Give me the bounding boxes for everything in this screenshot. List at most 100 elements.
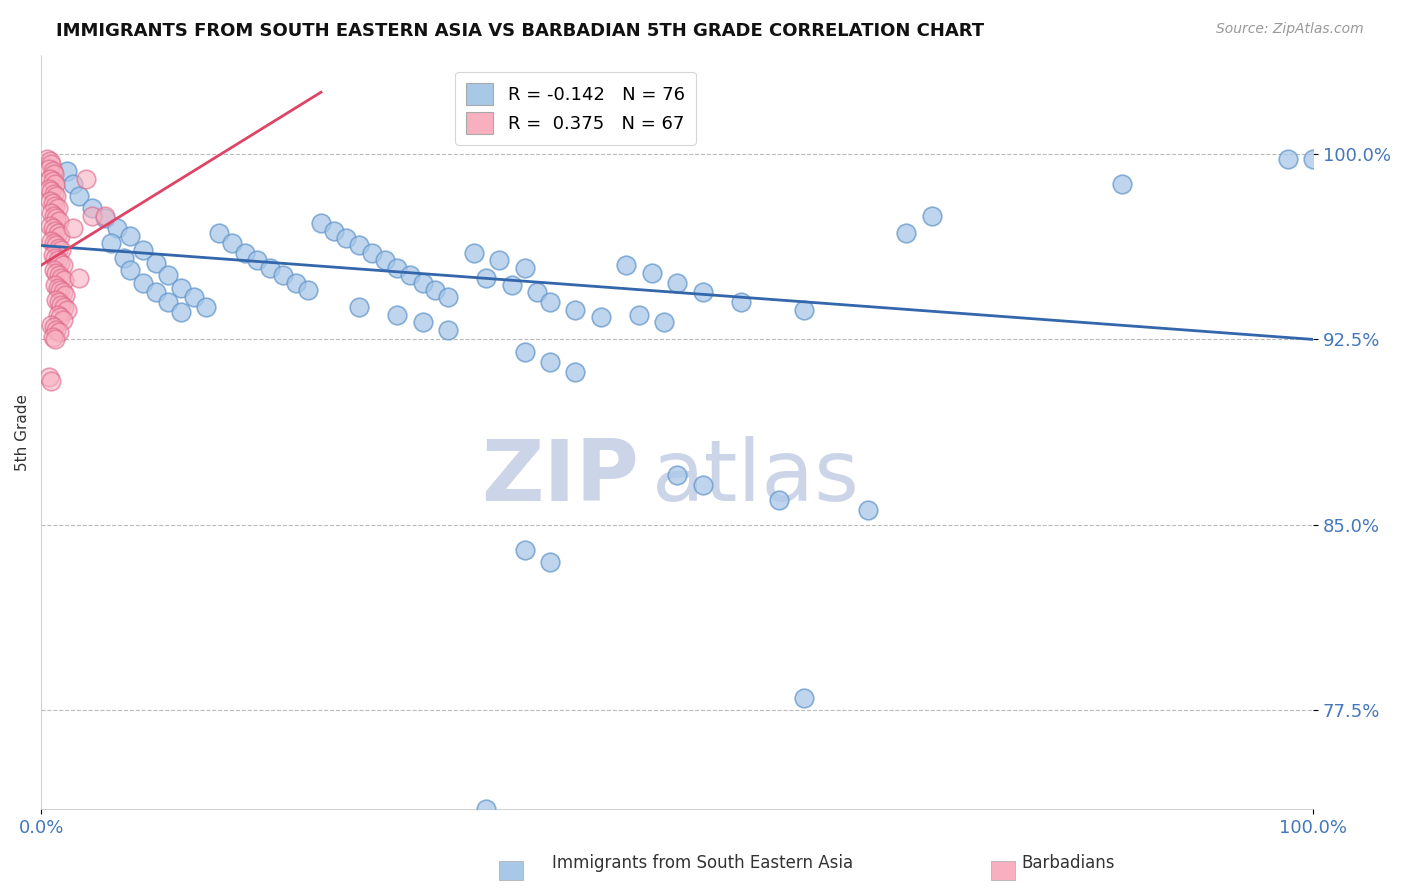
Point: [53, 301, 76, 315]
Point: [53, 273, 76, 287]
Point: [157, 268, 180, 282]
Point: [39, 194, 62, 208]
Point: [463, 246, 485, 260]
Text: Barbadians: Barbadians: [1022, 855, 1115, 872]
Text: atlas: atlas: [652, 436, 859, 519]
Point: [80, 202, 103, 216]
Point: [46, 226, 69, 240]
Point: [41, 174, 63, 188]
Point: [793, 302, 815, 317]
Point: [793, 690, 815, 705]
Point: [157, 295, 180, 310]
Point: [347, 301, 370, 315]
Point: [856, 503, 879, 517]
Point: [48, 325, 70, 339]
Point: [52, 285, 75, 300]
Point: [45, 189, 67, 203]
Point: [39, 234, 62, 248]
Point: [1277, 152, 1299, 166]
Point: [42, 320, 65, 334]
Point: [48, 295, 70, 310]
Point: [538, 295, 561, 310]
Point: [513, 344, 536, 359]
Point: [53, 288, 76, 302]
Point: [39, 206, 62, 220]
Point: [475, 802, 498, 816]
Point: [564, 365, 586, 379]
Point: [614, 258, 637, 272]
Point: [39, 318, 62, 332]
Text: IMMIGRANTS FROM SOUTH EASTERN ASIA VS BARBADIAN 5TH GRADE CORRELATION CHART: IMMIGRANTS FROM SOUTH EASTERN ASIA VS BA…: [56, 22, 984, 40]
Point: [41, 221, 63, 235]
Point: [48, 268, 70, 282]
Point: [67, 270, 90, 285]
Point: [589, 310, 612, 325]
Point: [45, 266, 67, 280]
Point: [41, 330, 63, 344]
Point: [538, 555, 561, 569]
Point: [501, 278, 523, 293]
Point: [513, 542, 536, 557]
Point: [488, 253, 510, 268]
Point: [44, 278, 66, 293]
Point: [425, 283, 447, 297]
Point: [896, 226, 918, 240]
Text: ZIP: ZIP: [481, 436, 640, 519]
Point: [347, 238, 370, 252]
Point: [132, 244, 155, 258]
Text: Source: ZipAtlas.com: Source: ZipAtlas.com: [1216, 22, 1364, 37]
Point: [39, 375, 62, 389]
Point: [1111, 177, 1133, 191]
Point: [412, 276, 434, 290]
Point: [360, 246, 382, 260]
Point: [120, 228, 142, 243]
Point: [48, 241, 70, 255]
Point: [45, 322, 67, 336]
Point: [67, 189, 90, 203]
Point: [39, 184, 62, 198]
Point: [41, 196, 63, 211]
Y-axis label: 5th Grade: 5th Grade: [15, 393, 30, 471]
Point: [692, 285, 714, 300]
Point: [55, 164, 77, 178]
Point: [39, 157, 62, 171]
Point: [55, 302, 77, 317]
Point: [38, 181, 60, 195]
Point: [45, 211, 67, 226]
Point: [38, 369, 60, 384]
Point: [170, 280, 193, 294]
Point: [437, 290, 460, 304]
Point: [208, 226, 231, 240]
Point: [641, 266, 664, 280]
Point: [692, 478, 714, 492]
Point: [75, 171, 97, 186]
Point: [120, 263, 142, 277]
Point: [44, 251, 66, 265]
Point: [46, 308, 69, 322]
Point: [52, 312, 75, 326]
Point: [399, 268, 422, 282]
Point: [46, 202, 69, 216]
Point: [1302, 152, 1324, 166]
Point: [44, 177, 66, 191]
Point: [51, 298, 73, 312]
Point: [412, 315, 434, 329]
Point: [93, 211, 115, 226]
Point: [195, 301, 218, 315]
Point: [42, 186, 65, 201]
Point: [145, 285, 167, 300]
Point: [183, 290, 205, 304]
Point: [374, 253, 396, 268]
Point: [41, 248, 63, 262]
Point: [564, 302, 586, 317]
Point: [44, 333, 66, 347]
Point: [526, 285, 548, 300]
Point: [233, 246, 256, 260]
Point: [387, 308, 409, 322]
Point: [49, 256, 72, 270]
Point: [322, 224, 344, 238]
Point: [44, 199, 66, 213]
Point: [538, 354, 561, 368]
Point: [51, 270, 73, 285]
Point: [628, 308, 651, 322]
